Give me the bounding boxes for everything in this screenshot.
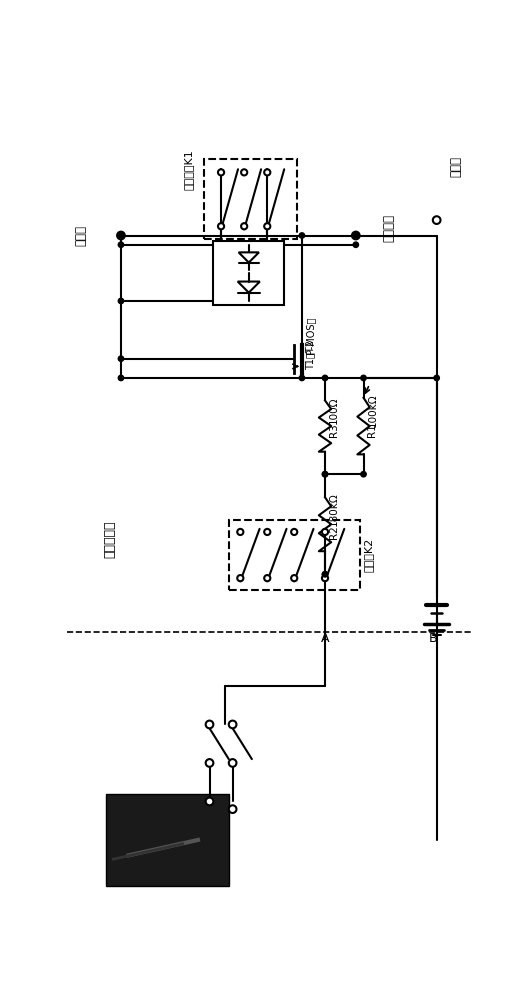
Bar [229, 520, 360, 590]
Text: B: B [429, 632, 437, 645]
Text: 母线正: 母线正 [74, 225, 87, 246]
Text: A: A [321, 632, 329, 645]
Circle shape [218, 223, 224, 229]
Circle shape [237, 529, 244, 535]
Circle shape [206, 759, 214, 767]
Text: 100kΩ: 100kΩ [367, 394, 377, 427]
Circle shape [241, 169, 247, 175]
Circle shape [264, 223, 270, 229]
Circle shape [206, 721, 214, 728]
Text: 100Ω: 100Ω [329, 397, 339, 424]
Circle shape [322, 472, 328, 477]
Circle shape [353, 242, 359, 247]
Text: 放电开关K1: 放电开关K1 [184, 150, 194, 190]
Circle shape [322, 575, 328, 581]
Circle shape [322, 572, 328, 577]
Circle shape [229, 759, 237, 767]
Circle shape [206, 798, 214, 805]
Circle shape [118, 375, 124, 381]
Text: T1、T2: T1、T2 [305, 340, 315, 370]
Circle shape [229, 805, 237, 813]
Circle shape [264, 169, 270, 175]
Circle shape [353, 233, 359, 238]
Circle shape [118, 356, 124, 361]
Circle shape [434, 375, 439, 381]
Circle shape [361, 472, 366, 477]
Text: R2: R2 [329, 525, 339, 539]
Circle shape [118, 298, 124, 304]
Circle shape [433, 216, 440, 224]
Text: R1: R1 [367, 423, 377, 437]
Bar [204, 158, 297, 239]
Circle shape [218, 169, 224, 175]
Circle shape [264, 529, 270, 535]
Circle shape [229, 721, 237, 728]
Text: 蓄电池正: 蓄电池正 [382, 214, 396, 242]
Circle shape [237, 575, 244, 581]
Text: 继电器K2: 继电器K2 [363, 538, 373, 572]
Circle shape [299, 375, 305, 381]
Circle shape [291, 529, 297, 535]
Bar [214, 241, 284, 305]
Circle shape [118, 233, 124, 238]
Circle shape [299, 233, 305, 238]
Circle shape [241, 223, 247, 229]
Text: 母线负: 母线负 [449, 156, 462, 177]
Circle shape [322, 529, 328, 535]
Text: R3: R3 [329, 423, 339, 437]
Circle shape [264, 575, 270, 581]
FancyBboxPatch shape [106, 794, 229, 886]
Circle shape [118, 242, 124, 247]
Text: 电源控制器: 电源控制器 [103, 521, 116, 558]
Circle shape [322, 572, 328, 577]
Text: 180kΩ: 180kΩ [329, 492, 339, 526]
Circle shape [352, 232, 360, 239]
Circle shape [361, 375, 366, 381]
Circle shape [291, 575, 297, 581]
Circle shape [322, 472, 328, 477]
Text: P-MOS管: P-MOS管 [305, 317, 315, 354]
Circle shape [322, 375, 328, 381]
Circle shape [117, 232, 125, 239]
